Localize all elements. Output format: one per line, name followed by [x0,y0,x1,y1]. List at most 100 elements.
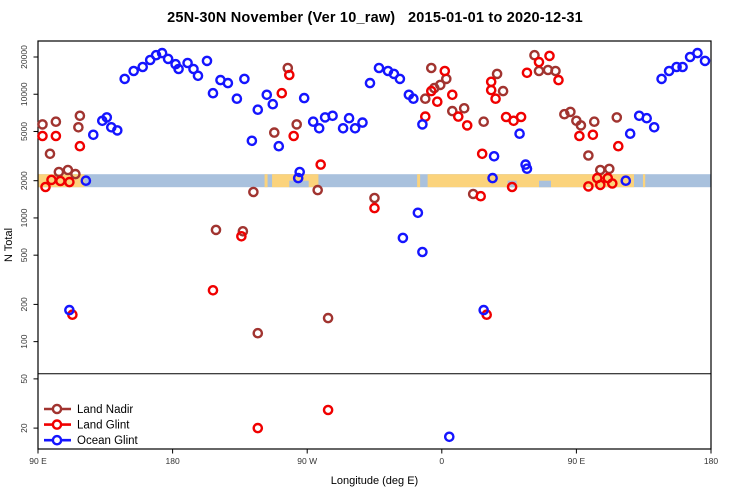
data-point [533,56,545,68]
data-point [624,128,636,139]
data-point [478,116,490,127]
legend-label: Ocean Glint [77,435,139,447]
data-point [488,150,500,162]
data-point [207,284,219,296]
data-point [461,120,473,131]
data-point [439,65,451,77]
data-point [641,112,653,124]
data-point [201,55,213,67]
data-point [692,47,703,59]
data-point [74,110,86,122]
data-point [252,422,264,434]
svg-text:10000: 10000 [19,82,29,106]
svg-text:1000: 1000 [19,208,29,227]
legend-marker-icon [51,434,63,446]
data-point [533,65,545,77]
data-point [478,304,490,316]
data-point [583,181,594,192]
data-point [44,148,56,160]
x-axis-title: Longitude (deg E) [331,475,418,487]
data-point [222,77,234,89]
data-point [73,122,84,133]
data-point [369,192,380,204]
data-point [64,176,75,188]
data-point [485,76,497,88]
data-point [40,181,51,193]
y-axis-title: N Total [3,228,15,262]
data-point [412,207,424,219]
data-point [417,119,428,130]
data-point [550,65,561,77]
data-point [62,164,74,176]
svg-text:90 E: 90 E [568,456,586,466]
data-point [349,123,361,134]
svg-text:180: 180 [704,456,718,466]
data-point [312,184,324,196]
data-point [252,327,264,339]
data-point [553,74,564,86]
x-axis: 90 E 180 90 W 0 90 E 180 [29,449,718,466]
data-point [620,175,632,186]
data-point [80,175,92,186]
data-point [267,98,279,110]
data-point [37,119,48,130]
plot-box [37,40,712,450]
svg-text:100: 100 [19,334,29,348]
data-point [671,61,682,73]
data-point [37,130,48,142]
data-point [699,55,711,67]
svg-text:5000: 5000 [19,122,29,141]
data-point [369,202,380,214]
chart-title: 25N-30N November (Ver 10_raw) 2015-01-01… [167,10,583,26]
data-point [587,129,599,141]
data-point [515,111,527,123]
legend-marker-icon [51,403,63,415]
data-point [574,130,585,142]
data-point [337,123,349,134]
data-point [397,232,409,244]
data-point [425,62,437,74]
data-point [607,178,618,189]
data-point [431,96,443,107]
data-point [491,68,503,80]
data-point [595,179,606,191]
svg-text:20000: 20000 [19,45,29,69]
svg-text:500: 500 [19,248,29,262]
data-point [559,108,570,120]
data-point [565,106,576,118]
data-point [70,168,81,180]
data-point [173,63,184,75]
svg-text:90 W: 90 W [297,456,317,466]
svg-text:50: 50 [19,374,29,384]
data-point [520,159,531,170]
data-point [162,53,174,65]
data-point [506,181,518,193]
data-point [575,120,587,131]
data-point [182,57,193,69]
data-point [521,67,533,79]
data-point [589,116,600,127]
data-point [237,225,249,237]
data-point [128,65,139,77]
data-point [315,159,327,170]
data-point [192,70,204,82]
data-point [50,130,62,142]
data-point [322,312,334,324]
data-point [476,148,488,160]
data-point [452,111,464,122]
data-point [268,127,280,138]
data-point [343,112,355,124]
data-point [490,93,501,104]
data-point [261,89,273,101]
data-point [276,87,288,99]
data-point [446,105,458,117]
data-point [373,62,385,74]
data-point [273,140,285,152]
data-point [327,110,338,122]
data-point [583,150,594,161]
data-point [64,304,75,316]
data-point [648,122,660,133]
